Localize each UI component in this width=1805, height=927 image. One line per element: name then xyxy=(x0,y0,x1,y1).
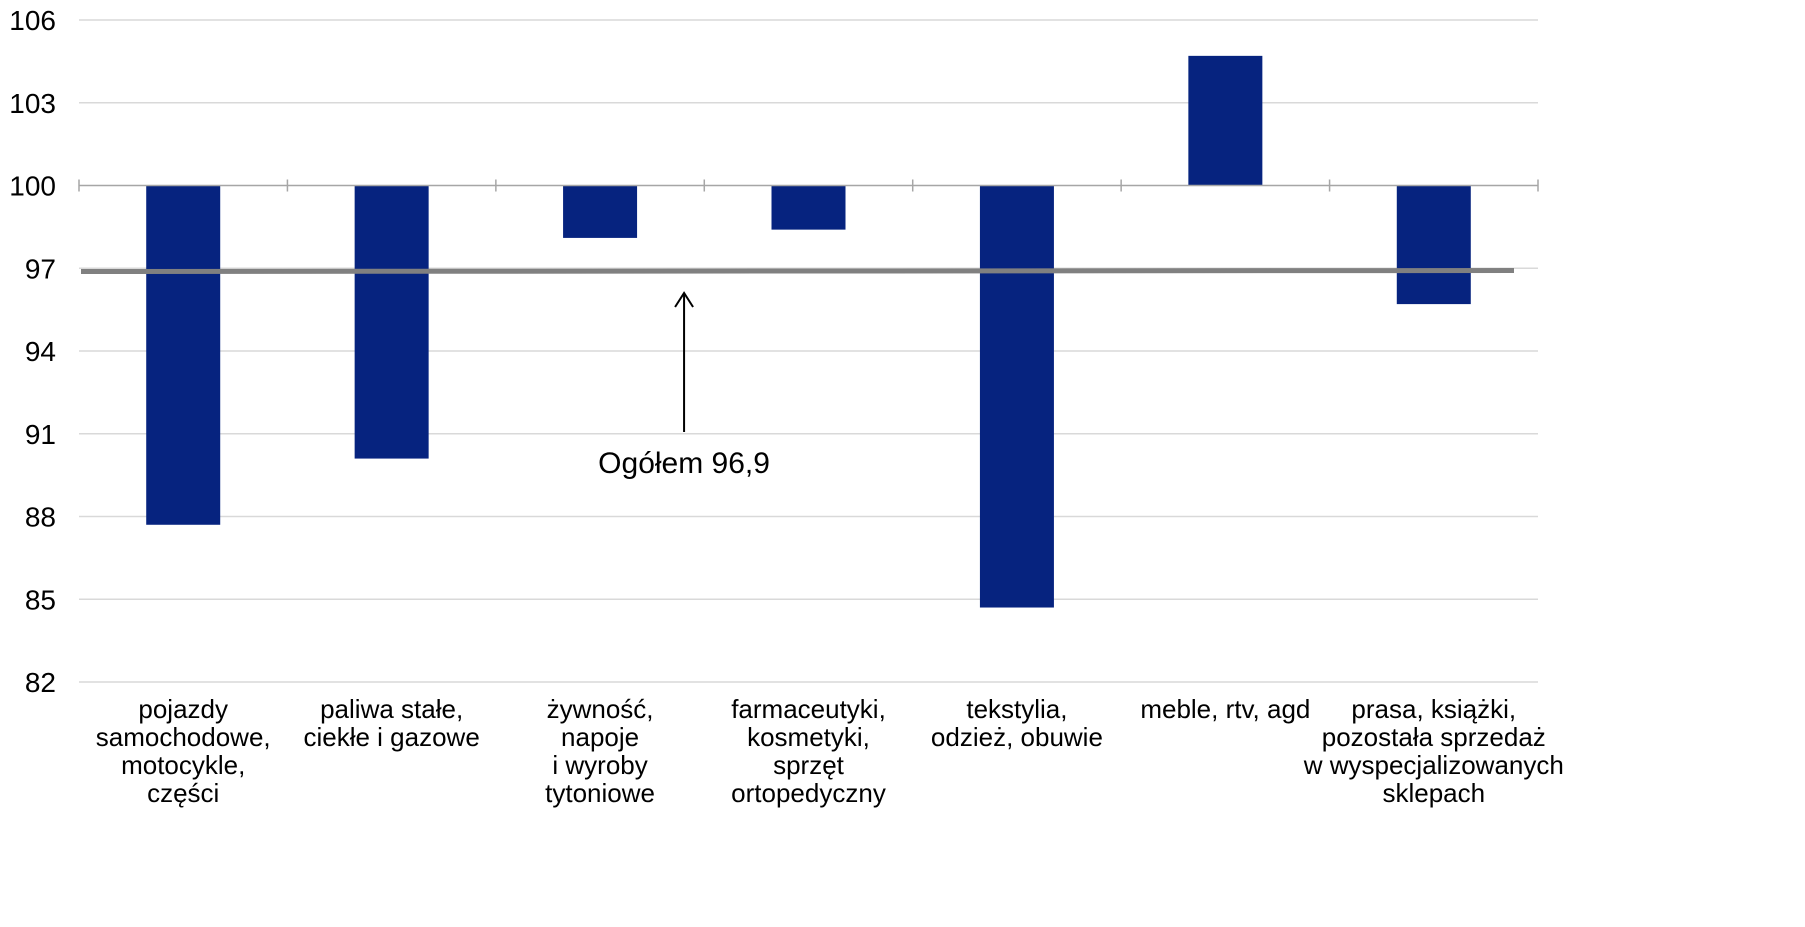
reference-line xyxy=(80,268,1515,275)
x-category-label: pojazdy xyxy=(138,694,228,724)
x-category-label: meble, rtv, agd xyxy=(1140,694,1310,724)
annotation-group: Ogółem 96,9 xyxy=(598,291,770,480)
y-axis-tick-labels: 82 85 88 91 94 97 100 103 106 xyxy=(9,5,56,698)
bars xyxy=(146,55,1471,608)
y-tick-label: 103 xyxy=(9,88,56,119)
x-category-label: żywność, xyxy=(547,694,654,724)
bar xyxy=(146,185,221,525)
y-tick-label: 85 xyxy=(25,584,56,615)
bar xyxy=(979,185,1054,608)
y-tick-label: 82 xyxy=(25,667,56,698)
x-category-label: sprzęt xyxy=(773,750,845,780)
x-category-label: sklepach xyxy=(1382,778,1485,808)
x-category-label: pozostała sprzedaż xyxy=(1322,722,1546,752)
bar xyxy=(1396,185,1471,305)
y-tick-label: 106 xyxy=(9,5,56,36)
x-category-label: części xyxy=(147,778,219,808)
x-category-label: tytoniowe xyxy=(545,778,655,808)
x-category-label: farmaceutyki, xyxy=(731,694,886,724)
y-tick-label: 100 xyxy=(9,171,56,202)
bar xyxy=(771,185,846,230)
x-category-label: paliwa stałe, xyxy=(320,694,463,724)
x-category-label: odzież, obuwie xyxy=(931,722,1103,752)
bar xyxy=(1188,55,1263,186)
reference-line-group xyxy=(80,268,1515,275)
x-category-label: tekstylia, xyxy=(966,694,1067,724)
bar xyxy=(563,185,638,238)
y-tick-label: 97 xyxy=(25,253,56,284)
y-tick-label: 91 xyxy=(25,419,56,450)
x-category-label: motocykle, xyxy=(121,750,245,780)
x-category-label: ortopedyczny xyxy=(731,778,886,808)
y-tick-label: 88 xyxy=(25,502,56,533)
gridlines xyxy=(79,19,1538,683)
y-tick-label: 94 xyxy=(25,336,56,367)
bar xyxy=(354,185,429,459)
x-category-label: prasa, książki, xyxy=(1351,694,1516,724)
x-category-label: kosmetyki, xyxy=(747,722,870,752)
baseline-axis xyxy=(78,179,1539,192)
x-category-label: samochodowe, xyxy=(96,722,271,752)
x-category-label: ciekłe i gazowe xyxy=(303,722,479,752)
x-category-label: w wyspecjalizowanych xyxy=(1303,750,1564,780)
x-category-label: i wyroby xyxy=(552,750,647,780)
annotation-arrow-head xyxy=(674,291,694,308)
x-category-label: napoje xyxy=(561,722,639,752)
reference-line-label: Ogółem 96,9 xyxy=(598,447,770,480)
